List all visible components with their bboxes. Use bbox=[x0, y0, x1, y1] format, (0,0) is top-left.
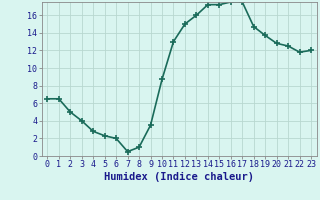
X-axis label: Humidex (Indice chaleur): Humidex (Indice chaleur) bbox=[104, 172, 254, 182]
